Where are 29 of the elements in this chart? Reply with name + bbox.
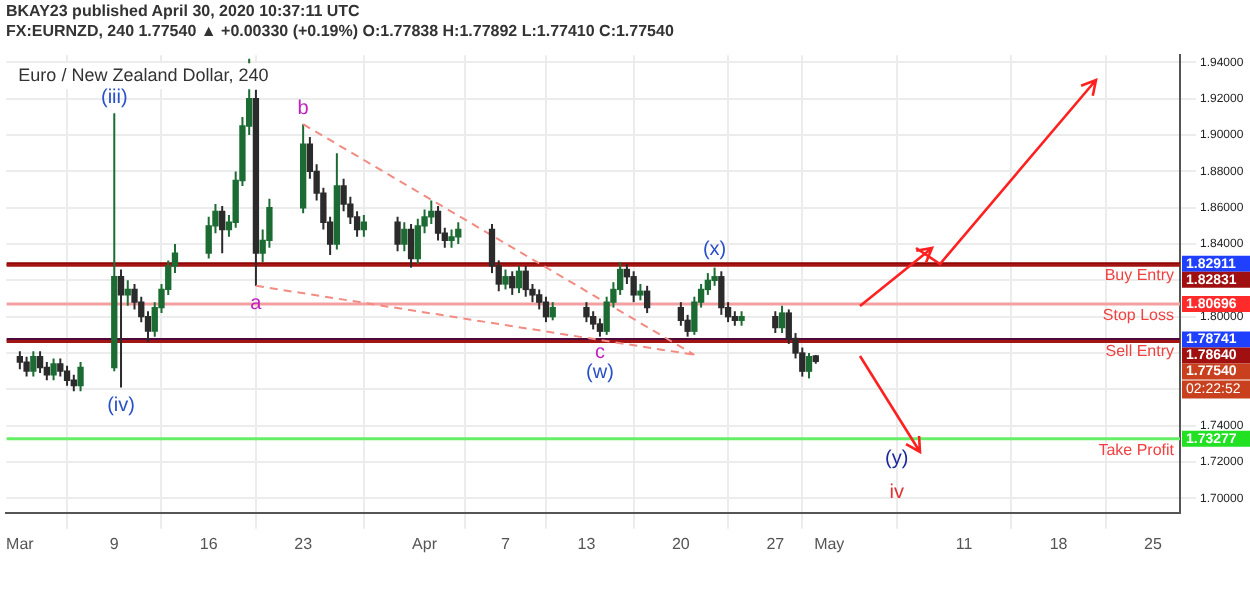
ref-line-label: Buy Entry [1104, 266, 1174, 285]
annotation: (x) [702, 239, 727, 262]
ref-line-label: Take Profit [1098, 441, 1176, 460]
x-tick-label: 11 [955, 534, 974, 553]
annotation: a [250, 293, 263, 316]
x-tick-label: 7 [501, 534, 512, 553]
x-tick-label: 25 [1144, 534, 1164, 553]
x-tick-label: Apr [412, 534, 438, 553]
ref-line-label: Stop Loss [1102, 306, 1174, 325]
annotation: iv [889, 482, 904, 505]
annotation: (y) [885, 448, 909, 471]
text: Euro / New Zealand Dollar, 240 [18, 65, 269, 86]
annotation: c [594, 342, 605, 365]
text: BKAY23 published April 30, 2020 10:37:11 UTC [6, 2, 360, 20]
x-tick-label: 16 [199, 534, 219, 553]
x-tick-label: 18 [1049, 534, 1069, 553]
x-tick-label: 27 [766, 534, 786, 553]
annotation: (iv) [107, 395, 135, 417]
x-tick-label: 20 [671, 534, 691, 553]
annotation: b [297, 97, 310, 120]
x-tick-label: Mar [6, 534, 35, 553]
x-tick-label: 13 [577, 534, 597, 553]
annotation: (w) [586, 362, 614, 385]
x-tick-label: 9 [109, 534, 120, 553]
x-tick-label: 23 [294, 534, 314, 553]
annotation: (iii) [100, 86, 128, 109]
x-tick-label: May [814, 534, 845, 553]
chart-subtitle: FX:EURNZD, 240 1.77540 ▲ +0.00330 (+0.19%) O:1.77838 H:1.77892 L:1.77410 C:1.77540 [6, 22, 674, 40]
ref-line-label: Sell Entry [1105, 341, 1174, 360]
